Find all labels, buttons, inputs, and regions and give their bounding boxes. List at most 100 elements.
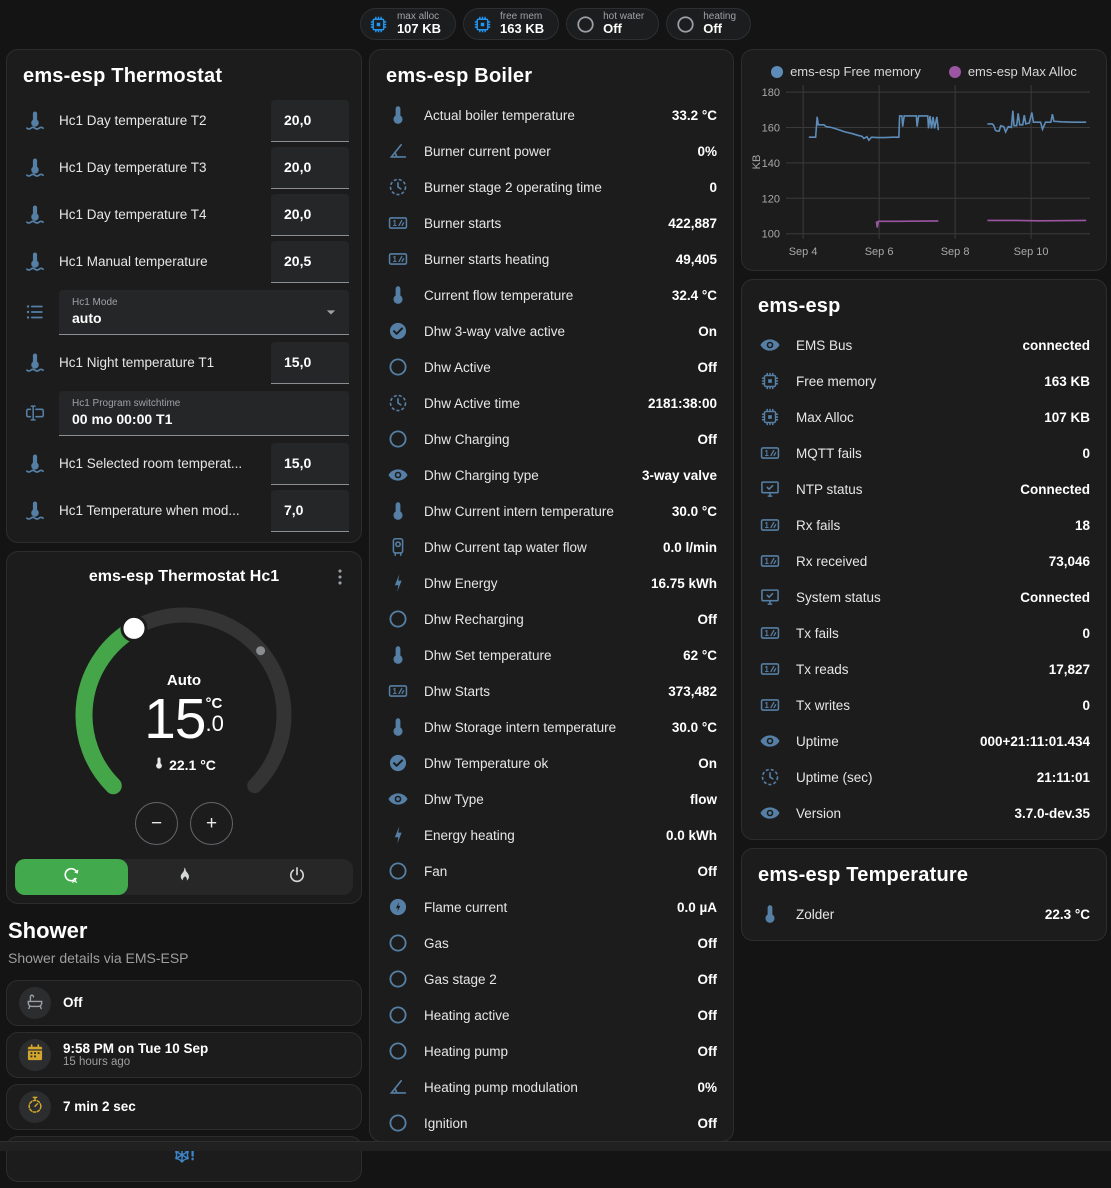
entity-row[interactable]: Dhw Recharging Off [370,601,733,637]
entity-row[interactable]: Actual boiler temperature 33.2 °C [370,97,733,133]
eye-icon [758,730,782,752]
entity-row[interactable]: Ignition Off [370,1105,733,1141]
entity-row[interactable]: 1 Rx received 73,046 [742,543,1106,579]
entity-row[interactable]: Energy heating 0.0 kWh [370,817,733,853]
thermometer-water-icon [23,453,47,475]
entity-row[interactable]: Heating pump modulation 0% [370,1069,733,1105]
thermometer-water-icon [23,204,47,226]
entity-row[interactable]: NTP status Connected [742,471,1106,507]
entity-row[interactable]: Gas Off [370,925,733,961]
badge-heating[interactable]: heating Off [666,8,751,40]
entity-row[interactable]: Burner stage 2 operating time 0 [370,169,733,205]
top-badges-bar: max alloc 107 KB free mem 163 KB hot wat… [0,0,1111,47]
entity-row[interactable]: Dhw Storage intern temperature 30.0 °C [370,709,733,745]
thermostat-card: ems-esp Thermostat Hc1 Day temperature T… [6,49,362,543]
calendar-icon [25,1043,45,1068]
shower-item[interactable]: 7 min 2 sec [6,1084,362,1130]
entity-row[interactable]: Flame current 0.0 µA [370,889,733,925]
entity-row[interactable]: Uptime 000+21:11:01.434 [742,723,1106,759]
entity-row[interactable]: Fan Off [370,853,733,889]
lightning-icon [386,572,410,594]
number-input[interactable]: 20,5 [271,241,349,283]
entity-label: Dhw Active time [424,396,634,411]
increase-temp-button[interactable]: + [190,802,233,845]
number-input[interactable]: 20,0 [271,147,349,189]
entity-row[interactable]: Gas stage 2 Off [370,961,733,997]
entity-value: 422,887 [668,216,717,231]
entity-row[interactable]: 1 Tx writes 0 [742,687,1106,723]
entity-value: 0% [697,144,717,159]
badge-free-mem[interactable]: free mem 163 KB [463,8,559,40]
eye-icon [386,788,410,810]
entity-row[interactable]: Dhw Active time 2181:38:00 [370,385,733,421]
angle-icon [386,1076,410,1098]
entity-row[interactable]: 1 MQTT fails 0 [742,435,1106,471]
entity-row[interactable]: Dhw Energy 16.75 kWh [370,565,733,601]
entity-row[interactable]: System status Connected [742,579,1106,615]
number-input[interactable]: 20,0 [271,100,349,142]
number-input[interactable]: 20,0 [271,194,349,236]
entity-row[interactable]: Heating active Off [370,997,733,1033]
number-input[interactable]: 7,0 [271,490,349,532]
entity-row[interactable]: Zolder 22.3 °C [742,896,1106,932]
shower-item[interactable]: 9:58 PM on Tue 10 Sep 15 hours ago [6,1032,362,1078]
mode-select[interactable]: Hc1 Mode auto [59,290,349,335]
entity-row[interactable]: Current flow temperature 32.4 °C [370,277,733,313]
entity-row[interactable]: EMS Bus connected [742,327,1106,363]
hvac-mode-auto[interactable]: A [15,859,128,895]
entity-row[interactable]: Free memory 163 KB [742,363,1106,399]
entity-label: Dhw Temperature ok [424,756,684,771]
entity-row[interactable]: Dhw 3-way valve active On [370,313,733,349]
entity-row[interactable]: 1 Rx fails 18 [742,507,1106,543]
entity-row[interactable]: 1 Tx fails 0 [742,615,1106,651]
entity-label: Dhw Storage intern temperature [424,720,658,735]
counter-icon: 1 [758,622,782,644]
entity-value: 3.7.0-dev.35 [1014,806,1090,821]
memory-chip-icon [758,406,782,428]
entity-row[interactable]: Dhw Active Off [370,349,733,385]
entity-row[interactable]: Dhw Current intern temperature 30.0 °C [370,493,733,529]
kebab-menu-icon[interactable] [327,564,353,590]
entity-row[interactable]: Max Alloc 107 KB [742,399,1106,435]
entity-row[interactable]: Dhw Current tap water flow 0.0 l/min [370,529,733,565]
entity-value: Connected [1020,590,1090,605]
badge-max-alloc[interactable]: max alloc 107 KB [360,8,456,40]
badge-value: Off [603,22,644,36]
entity-label: Hc1 Day temperature T3 [59,160,259,175]
series-line [809,116,939,140]
entity-row[interactable]: Heating pump Off [370,1033,733,1069]
textbox-icon [23,402,47,424]
decrease-temp-button[interactable]: − [135,802,178,845]
thermometer-water-icon [23,157,47,179]
counter-icon: 1 [758,514,782,536]
entity-row[interactable]: Dhw Charging Off [370,421,733,457]
text-input[interactable]: Hc1 Program switchtime 00 mo 00:00 T1 [59,391,349,436]
hvac-mode-off[interactable] [240,859,353,895]
legend-label: ems-esp Free memory [790,64,921,79]
entity-label: Heating pump modulation [424,1080,683,1095]
badge-value: 163 KB [500,22,544,36]
entity-label: Gas stage 2 [424,972,684,987]
badge-hot-water[interactable]: hot water Off [566,8,659,40]
target-temp-knob[interactable] [122,616,146,640]
counter-icon: 1 [386,680,410,702]
entity-row[interactable]: Dhw Temperature ok On [370,745,733,781]
entity-row[interactable]: Dhw Charging type 3-way valve [370,457,733,493]
column-left: ems-esp Thermostat Hc1 Day temperature T… [6,49,362,1188]
hvac-mode-heat[interactable] [128,859,241,895]
number-input[interactable]: 15,0 [271,443,349,485]
svg-text:160: 160 [762,122,780,134]
entity-row[interactable]: Dhw Type flow [370,781,733,817]
entity-row[interactable]: Version 3.7.0-dev.35 [742,795,1106,831]
entity-row[interactable]: Burner current power 0% [370,133,733,169]
entity-value: On [698,324,717,339]
shower-item[interactable]: Off [6,980,362,1026]
entity-row[interactable]: 1 Tx reads 17,827 [742,651,1106,687]
number-input[interactable]: 15,0 [271,342,349,384]
entity-row[interactable]: Uptime (sec) 21:11:01 [742,759,1106,795]
entity-row[interactable]: 1 Burner starts 422,887 [370,205,733,241]
entity-row[interactable]: Dhw Set temperature 62 °C [370,637,733,673]
entity-row[interactable]: 1 Dhw Starts 373,482 [370,673,733,709]
entity-value: 32.4 °C [672,288,717,303]
entity-row[interactable]: 1 Burner starts heating 49,405 [370,241,733,277]
